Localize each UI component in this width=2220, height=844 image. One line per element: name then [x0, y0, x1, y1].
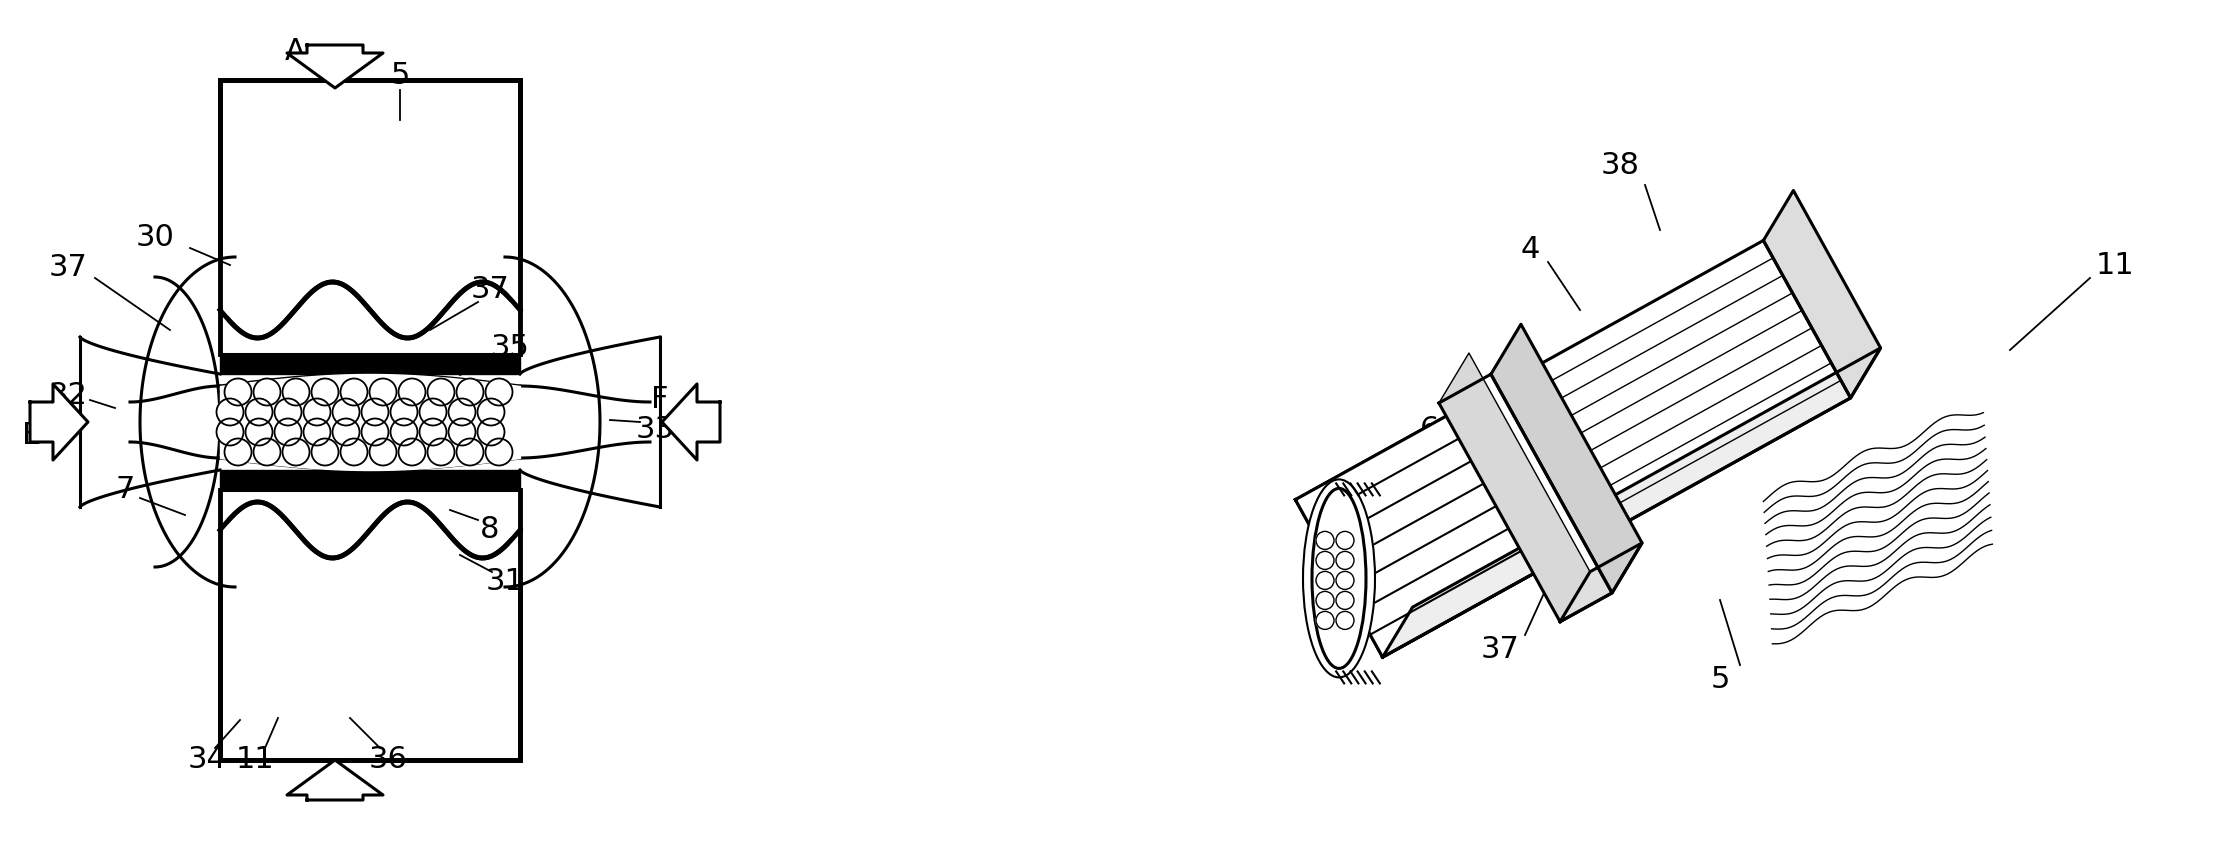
Circle shape [275, 398, 302, 425]
Circle shape [1336, 592, 1354, 609]
Text: 30: 30 [135, 224, 175, 252]
Circle shape [246, 419, 273, 446]
Circle shape [340, 378, 369, 405]
Text: B: B [320, 777, 340, 807]
Circle shape [1336, 551, 1354, 570]
Circle shape [448, 419, 475, 446]
Circle shape [428, 378, 455, 405]
Polygon shape [1296, 241, 1851, 657]
Circle shape [391, 398, 417, 425]
Text: 37: 37 [49, 253, 87, 283]
Circle shape [457, 439, 484, 466]
Text: 37: 37 [471, 275, 508, 305]
Ellipse shape [1312, 489, 1365, 668]
Circle shape [282, 378, 309, 405]
Circle shape [304, 398, 331, 425]
Circle shape [1336, 532, 1354, 549]
Polygon shape [504, 257, 599, 587]
Polygon shape [286, 45, 384, 88]
Polygon shape [31, 384, 89, 460]
Polygon shape [1492, 324, 1643, 593]
Text: 33: 33 [635, 415, 675, 445]
Circle shape [1316, 611, 1334, 630]
Polygon shape [1763, 191, 1880, 398]
Circle shape [1336, 611, 1354, 630]
Circle shape [400, 378, 426, 405]
Circle shape [246, 398, 273, 425]
Circle shape [311, 439, 337, 466]
Text: 6: 6 [1421, 415, 1441, 445]
Text: 37: 37 [1481, 636, 1518, 664]
Polygon shape [1439, 353, 1590, 622]
Circle shape [1316, 532, 1334, 549]
Circle shape [486, 439, 513, 466]
Ellipse shape [1303, 479, 1374, 678]
Circle shape [420, 419, 446, 446]
Text: F: F [650, 386, 668, 414]
Circle shape [1316, 551, 1334, 570]
Text: 11: 11 [2096, 251, 2133, 279]
Text: 38: 38 [1601, 150, 1641, 180]
Circle shape [1316, 592, 1334, 609]
Circle shape [486, 378, 513, 405]
Text: E: E [22, 420, 42, 450]
Circle shape [253, 439, 280, 466]
Text: 32: 32 [49, 381, 87, 409]
Text: 5: 5 [391, 61, 411, 89]
Text: 4: 4 [1521, 235, 1541, 264]
Polygon shape [1383, 517, 1576, 657]
Circle shape [218, 398, 244, 425]
Text: 5: 5 [1709, 666, 1729, 695]
Circle shape [224, 439, 251, 466]
Circle shape [477, 398, 504, 425]
Polygon shape [1383, 348, 1880, 657]
Circle shape [253, 378, 280, 405]
Circle shape [369, 378, 397, 405]
Circle shape [477, 419, 504, 446]
Circle shape [400, 439, 426, 466]
Circle shape [333, 398, 360, 425]
Circle shape [420, 398, 446, 425]
Circle shape [218, 419, 244, 446]
Polygon shape [1561, 543, 1643, 622]
Circle shape [340, 439, 369, 466]
Circle shape [311, 378, 337, 405]
Text: 36: 36 [369, 745, 408, 775]
Text: 7: 7 [115, 475, 135, 505]
Polygon shape [286, 760, 384, 800]
Circle shape [457, 378, 484, 405]
Circle shape [1336, 571, 1354, 589]
Circle shape [391, 419, 417, 446]
Circle shape [448, 398, 475, 425]
Circle shape [369, 439, 397, 466]
Circle shape [1316, 571, 1334, 589]
Circle shape [224, 378, 251, 405]
Circle shape [275, 419, 302, 446]
Text: A: A [284, 37, 306, 67]
Text: 8: 8 [480, 516, 500, 544]
Circle shape [428, 439, 455, 466]
Polygon shape [662, 384, 719, 460]
Text: 34: 34 [186, 745, 226, 775]
Polygon shape [140, 257, 235, 587]
Circle shape [362, 398, 388, 425]
Polygon shape [1439, 374, 1612, 622]
Circle shape [304, 419, 331, 446]
Text: 35: 35 [491, 333, 528, 363]
Polygon shape [1296, 409, 1547, 657]
Circle shape [362, 419, 388, 446]
Text: 31: 31 [486, 567, 524, 597]
Text: 11: 11 [235, 745, 275, 775]
Circle shape [282, 439, 309, 466]
Circle shape [333, 419, 360, 446]
